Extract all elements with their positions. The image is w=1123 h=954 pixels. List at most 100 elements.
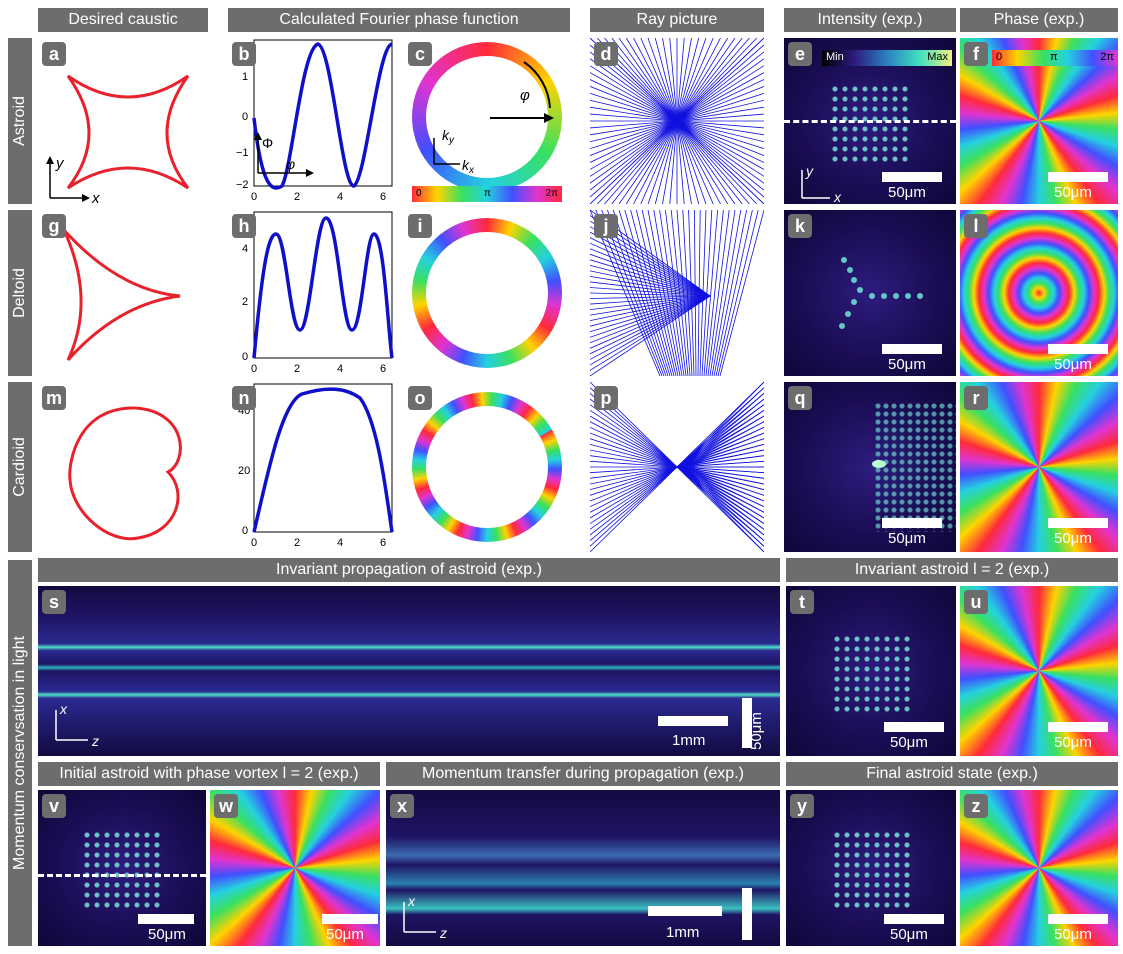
panel-y-intensity: y 50μm <box>786 790 956 946</box>
phase-colorbar: 0 π 2π <box>412 186 562 202</box>
ray-line <box>624 210 673 376</box>
ray-line <box>679 466 764 508</box>
panel-label: i <box>408 214 432 238</box>
ray-line <box>590 295 711 366</box>
ray-line <box>701 210 713 376</box>
row-label-momentum: Momentum conservsation in light <box>8 560 32 946</box>
row-label-deltoid: Deltoid <box>8 210 32 376</box>
cut-line <box>38 874 206 877</box>
ytick: 0 <box>242 351 248 363</box>
panel-label: c <box>408 42 432 66</box>
deltoid-curve <box>62 228 181 361</box>
ray-line <box>618 210 671 376</box>
cardioid-curve <box>68 406 182 541</box>
ray-line <box>679 466 764 530</box>
panel-c-phase-ring: c φ ky kx 0 π 2π <box>404 38 570 204</box>
ray-line <box>679 466 764 524</box>
ray-line <box>679 466 764 479</box>
panel-o-phase-ring: o <box>404 382 570 552</box>
ray-line <box>590 295 711 376</box>
ray-line <box>590 295 711 310</box>
panel-label: n <box>232 386 256 410</box>
xtick: 6 <box>380 363 386 375</box>
panel-label: q <box>788 386 812 410</box>
svg-text:z: z <box>439 925 447 941</box>
ray-line <box>590 38 764 204</box>
ray-line <box>590 382 764 552</box>
row-label-cardioid: Cardioid <box>8 382 32 552</box>
xtick: 6 <box>380 537 386 549</box>
ray-line <box>590 295 711 338</box>
ray-line <box>694 210 697 376</box>
rays-cardioid <box>590 382 764 552</box>
intensity-colorbar: Min Max <box>822 50 952 66</box>
ray-line <box>719 210 764 376</box>
ytick: 0 <box>242 525 248 537</box>
panel-label: t <box>790 590 814 614</box>
panel-l-phase: l 50μm <box>960 210 1118 376</box>
ray-line <box>679 466 764 513</box>
panel-label: z <box>964 794 988 818</box>
ray-line <box>679 466 764 502</box>
ray-line <box>679 466 764 519</box>
panel-label: f <box>964 42 988 66</box>
ray-line <box>679 466 764 536</box>
svg-text:φ: φ <box>520 87 530 104</box>
header-invariant-propagation: Invariant propagation of astroid (exp.) <box>38 558 780 582</box>
ray-line <box>590 295 711 360</box>
ytick: −2 <box>236 179 249 191</box>
panel-label: m <box>42 386 66 410</box>
panel-m-cardioid-caustic: m <box>38 382 208 552</box>
ray-line <box>636 210 677 376</box>
xtick: 6 <box>380 191 386 203</box>
ray-line <box>590 270 711 297</box>
rays-deltoid <box>590 210 764 376</box>
ray-line <box>688 210 695 376</box>
ray-line <box>679 466 764 552</box>
panel-label: x <box>390 794 414 818</box>
ray-line <box>607 210 667 376</box>
ray-line <box>590 295 711 371</box>
ray-line <box>590 281 711 297</box>
ray-line <box>705 210 724 376</box>
panel-d-ray-picture: d <box>590 38 764 204</box>
panel-label: s <box>42 590 66 614</box>
header-intensity: Intensity (exp.) <box>784 8 956 32</box>
ray-line <box>590 242 711 297</box>
svg-text:x: x <box>59 701 68 717</box>
ray-line <box>612 210 669 376</box>
chart-n: 40 20 0 0 2 4 6 <box>238 383 394 549</box>
ray-line <box>679 466 764 547</box>
ray-line <box>590 248 711 297</box>
xtick: 2 <box>294 191 300 203</box>
ray-line <box>590 292 711 297</box>
ray-line <box>679 466 764 485</box>
ray-line <box>590 295 711 344</box>
ray-line <box>699 210 707 376</box>
svg-text:x: x <box>407 893 416 909</box>
panel-label: l <box>964 214 988 238</box>
svg-text:x: x <box>833 189 842 204</box>
panel-label: b <box>232 42 256 66</box>
ray-line <box>590 295 711 316</box>
panel-label: d <box>594 42 618 66</box>
ray-line <box>711 210 742 376</box>
ray-line <box>682 210 693 376</box>
panel-label: j <box>594 214 618 238</box>
ray-line <box>590 226 711 297</box>
panel-label: v <box>42 794 66 818</box>
panel-label: a <box>42 42 66 66</box>
panel-q-intensity: q 50μm <box>784 382 956 552</box>
panel-j-ray-picture: j <box>590 210 764 376</box>
panel-n-phase-plot: n 40 20 0 0 2 4 6 <box>228 382 396 552</box>
xtick: 4 <box>337 363 343 375</box>
ray-line <box>590 295 711 322</box>
panel-label: y <box>790 794 814 818</box>
panel-g-deltoid-caustic: g <box>38 210 208 376</box>
ray-line <box>590 259 711 297</box>
panel-label: h <box>232 214 256 238</box>
panel-u-phase: u 50μm <box>960 586 1118 756</box>
k-axes: φ ky kx <box>433 61 554 176</box>
